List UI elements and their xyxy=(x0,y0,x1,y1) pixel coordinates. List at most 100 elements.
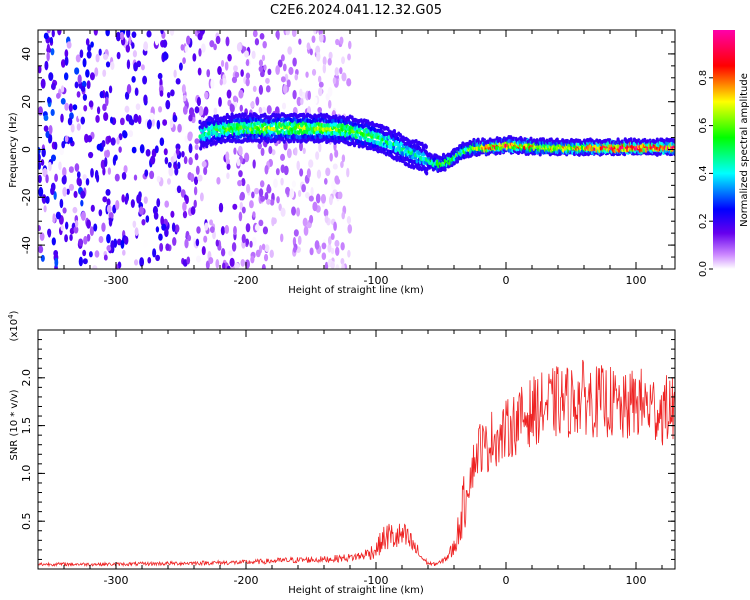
spectrogram-noise-cell xyxy=(297,235,302,246)
spectrogram-noise-cell xyxy=(265,77,270,84)
spectrogram-noise-cell xyxy=(63,72,69,81)
spectrogram-noise-cell xyxy=(184,45,188,53)
spectrogram-noise-cell xyxy=(129,119,135,126)
spectrogram-noise-cell xyxy=(198,48,202,57)
spectrogram-noise-cell xyxy=(99,91,104,99)
spectrogram-noise-cell xyxy=(311,68,317,76)
spectrogram-noise-cell xyxy=(206,69,211,78)
spectrogram-noise-cell xyxy=(289,188,295,199)
spectrogram-noise-cell xyxy=(51,237,56,246)
spectrogram-noise-cell xyxy=(126,84,132,94)
spectrogram-ridge-cell xyxy=(282,139,286,144)
spectrogram-noise-cell xyxy=(315,151,320,160)
spectrogram-noise-cell xyxy=(155,226,160,233)
spectrogram-noise-cell xyxy=(236,158,241,167)
spectrogram-noise-cell xyxy=(74,67,80,75)
spectrogram-noise-cell xyxy=(70,123,75,133)
spectrogram-noise-cell xyxy=(226,89,232,99)
spectrogram-noise-cell xyxy=(64,56,69,66)
spectrogram-noise-cell xyxy=(280,207,286,217)
spectrogram-noise-cell xyxy=(258,84,264,95)
spectrogram-noise-cell xyxy=(341,72,347,82)
spectrogram-y-label: Frequency (Hz) xyxy=(8,112,19,188)
spectrogram-noise-cell xyxy=(240,259,245,267)
spectrogram-noise-cell xyxy=(303,225,309,236)
spectrogram-noise-cell xyxy=(177,161,181,170)
spectrogram-noise-cell xyxy=(108,217,113,227)
spectrogram-noise-cell xyxy=(42,167,48,178)
spectrogram-ridge-cell xyxy=(337,119,341,124)
spectrogram-noise-cell xyxy=(123,165,128,174)
spectrogram-noise-cell xyxy=(145,215,150,223)
spectrogram-noise-cell xyxy=(330,260,335,269)
spectrogram-noise-cell xyxy=(196,255,201,263)
spectrogram-noise-cell xyxy=(309,48,313,56)
spectrogram-noise-cell xyxy=(240,69,244,77)
spectrogram-noise-cell xyxy=(220,225,225,236)
spectrogram-noise-cell xyxy=(293,246,297,253)
spectrogram-noise-cell xyxy=(221,77,227,85)
spectrogram-noise-cell xyxy=(245,77,250,87)
spectrogram-ridge-cell xyxy=(274,113,279,118)
spectrogram-noise-cell xyxy=(305,71,309,78)
spectrogram-noise-cell xyxy=(337,30,342,38)
spectrogram-noise-cell xyxy=(46,51,50,62)
spectrogram-noise-cell xyxy=(188,143,193,154)
snr-x-label: Height of straight line (km) xyxy=(288,585,424,596)
spectrogram-ridge-cell xyxy=(287,130,291,136)
spectrogram-ridge-cell xyxy=(629,137,633,142)
spectrogram-noise-cell xyxy=(90,204,95,212)
spectrogram-noise-cell xyxy=(43,32,49,40)
spectrogram-noise-cell xyxy=(192,53,197,62)
spectrogram-noise-cell xyxy=(327,86,333,97)
spectrogram-noise-cell xyxy=(48,124,53,135)
spectrogram-noise-cell xyxy=(266,105,272,115)
spectrogram-noise-cell xyxy=(216,177,221,185)
spectrogram-noise-cell xyxy=(215,239,219,247)
spectrogram-noise-cell xyxy=(38,161,41,170)
spectrogram-noise-cell xyxy=(60,59,66,68)
spectrogram-noise-cell xyxy=(321,242,327,250)
snr-x-tick-label: -200 xyxy=(234,574,259,587)
spectrogram-noise-cell xyxy=(59,147,64,156)
spectrogram-noise-cell xyxy=(257,142,262,150)
spectrogram-noise-cell xyxy=(124,91,130,100)
spectrogram-noise-cell xyxy=(297,190,302,198)
spectrogram-noise-cell xyxy=(38,174,42,184)
spectrogram-noise-cell xyxy=(299,141,303,152)
spectrogram-noise-cell xyxy=(341,211,345,220)
spectrogram-ridge-cell xyxy=(390,130,394,135)
spectrogram-noise-cell xyxy=(302,147,306,155)
spectrogram-noise-cell xyxy=(269,198,275,206)
spectrogram-noise-cell xyxy=(102,53,109,60)
spectrogram-noise-cell xyxy=(324,261,329,269)
spectrogram-noise-cell xyxy=(296,160,300,171)
spectrogram-noise-cell xyxy=(77,74,82,85)
spectrogram-noise-cell xyxy=(229,257,235,268)
spectrogram-noise-cell xyxy=(259,32,265,40)
spectrogram-noise-cell xyxy=(299,168,304,177)
spectrogram-noise-cell xyxy=(241,233,246,244)
spectrogram-noise-cell xyxy=(158,233,163,241)
spectrogram-noise-cell xyxy=(220,248,226,257)
spectrogram-noise-cell xyxy=(158,106,163,113)
spectrogram-ridge-cell xyxy=(239,134,243,139)
spectrogram-noise-cell xyxy=(261,264,266,269)
spectrogram-noise-cell xyxy=(309,214,314,224)
spectrogram-noise-cell xyxy=(201,160,207,168)
spectrogram-noise-cell xyxy=(82,93,88,101)
spectrogram-ridge-cell xyxy=(207,121,211,126)
spectrogram-noise-cell xyxy=(64,49,69,58)
spectrogram-y-tick-label: 0 xyxy=(20,146,33,153)
spectrogram-noise-cell xyxy=(320,193,327,204)
spectrogram-noise-cell xyxy=(165,99,171,110)
spectrogram-noise-cell xyxy=(96,143,102,151)
spectrogram-noise-cell xyxy=(72,104,78,111)
spectrogram-ridge-cell xyxy=(226,130,231,136)
spectrogram-noise-cell xyxy=(330,247,335,255)
spectrogram-noise-cell xyxy=(142,75,148,85)
spectrogram-noise-cell xyxy=(98,209,103,217)
spectrogram-y-tick-label: -40 xyxy=(20,236,33,254)
spectrogram-noise-cell xyxy=(85,178,90,186)
spectrogram-noise-cell xyxy=(39,232,45,241)
